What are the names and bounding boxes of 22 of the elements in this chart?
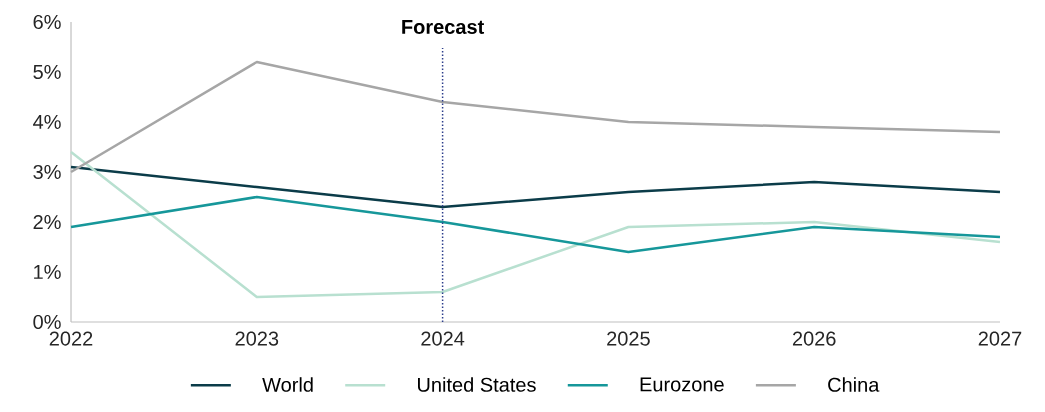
y-tick-label: 6% bbox=[33, 14, 61, 30]
legend-label: China bbox=[828, 377, 880, 392]
x-tick-label: 2025 bbox=[607, 331, 650, 346]
y-tick-label: 1% bbox=[34, 264, 61, 279]
x-tick-label: 2026 bbox=[792, 331, 836, 346]
y-tick-label: 0% bbox=[33, 314, 61, 330]
y-tick-label: 2% bbox=[33, 214, 61, 230]
x-tick-label: 2027 bbox=[978, 331, 1022, 346]
legend-label: World bbox=[262, 377, 313, 392]
y-tick-label: 4% bbox=[33, 114, 61, 129]
x-tick-label: 2024 bbox=[421, 331, 465, 346]
line-series bbox=[69, 150, 1002, 299]
line-series bbox=[69, 60, 1002, 174]
legend-label: Eurozone bbox=[640, 377, 724, 392]
ref-line-label: Forecast bbox=[402, 20, 485, 34]
y-tick-label: 3% bbox=[33, 164, 61, 180]
line-series bbox=[69, 165, 1002, 209]
line-series bbox=[69, 195, 1002, 254]
x-tick-label: 2022 bbox=[49, 331, 93, 346]
y-tick-label: 5% bbox=[33, 64, 61, 80]
x-tick-label: 2023 bbox=[235, 331, 279, 346]
legend-label: United States bbox=[418, 377, 536, 392]
